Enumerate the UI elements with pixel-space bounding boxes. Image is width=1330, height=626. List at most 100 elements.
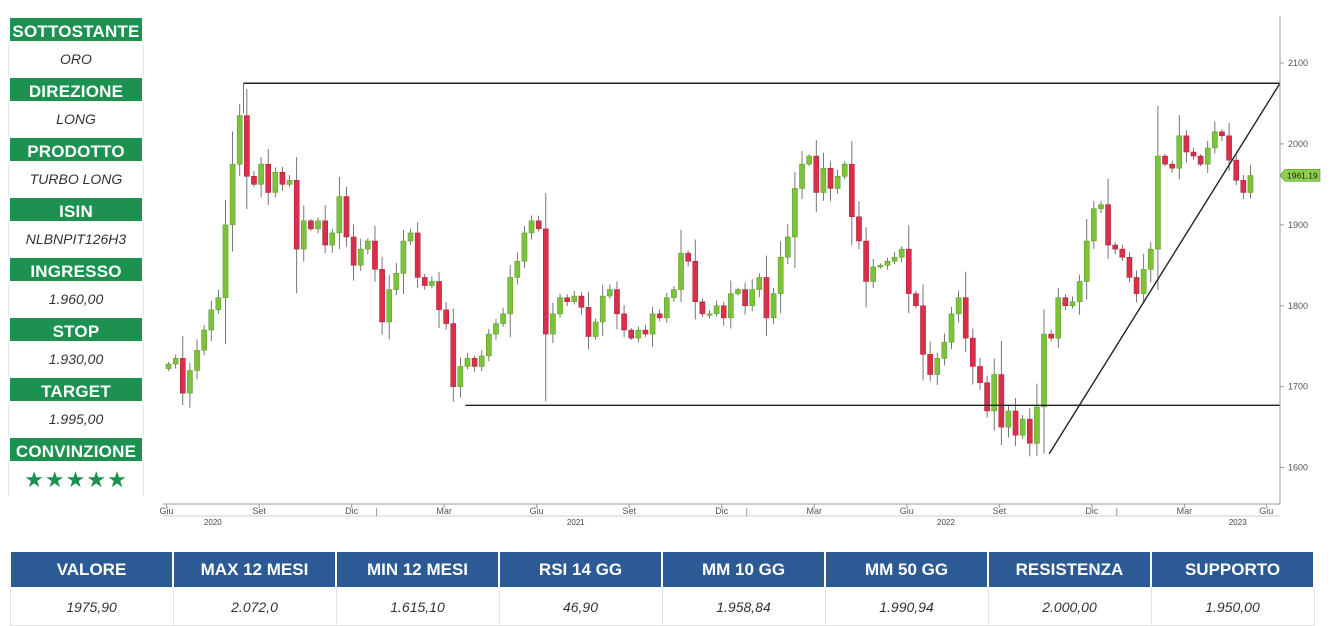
candle bbox=[749, 279, 756, 312]
candle bbox=[1041, 309, 1047, 454]
candle-body bbox=[792, 188, 798, 238]
candle-body bbox=[457, 366, 464, 387]
candle bbox=[991, 358, 998, 431]
candle bbox=[834, 169, 841, 194]
x-tick-label: Giu bbox=[160, 506, 174, 516]
candle bbox=[229, 131, 236, 252]
candle-body bbox=[1190, 151, 1197, 157]
candle bbox=[179, 336, 186, 405]
candle-body bbox=[450, 323, 457, 387]
candle bbox=[856, 201, 862, 250]
candle bbox=[365, 238, 371, 255]
candle-body bbox=[514, 261, 521, 278]
candle bbox=[820, 152, 827, 201]
val-resistenza: 2.000,00 bbox=[987, 588, 1152, 626]
candle-body bbox=[421, 277, 428, 286]
candle bbox=[1026, 408, 1033, 457]
candle bbox=[1034, 383, 1040, 456]
candle bbox=[500, 307, 506, 327]
candle-body bbox=[749, 289, 756, 307]
candle bbox=[414, 222, 421, 289]
year-label: 2022 bbox=[937, 518, 955, 526]
candle bbox=[599, 284, 606, 336]
candle-body bbox=[1105, 204, 1111, 246]
candle-body bbox=[756, 277, 763, 290]
candle-body bbox=[1076, 281, 1083, 302]
candle-body bbox=[799, 163, 805, 189]
candle-body bbox=[913, 293, 919, 307]
candle bbox=[813, 140, 820, 213]
x-tick-label: Dic bbox=[1085, 506, 1098, 516]
candle-body bbox=[849, 163, 855, 217]
candle bbox=[1212, 121, 1218, 154]
candle-body bbox=[486, 333, 492, 357]
candle bbox=[1247, 164, 1254, 199]
x-tick-label: Mar bbox=[807, 506, 823, 516]
candle-body bbox=[1005, 410, 1012, 428]
candle-body bbox=[884, 261, 891, 266]
candle bbox=[891, 252, 898, 265]
candle bbox=[521, 226, 528, 269]
candle-body bbox=[607, 289, 613, 297]
candle-body bbox=[322, 220, 328, 246]
stats-value-row: 1975,90 2.072,0 1.615,10 46,90 1.958,84 … bbox=[9, 588, 1315, 626]
candle bbox=[194, 339, 200, 380]
candle bbox=[806, 154, 812, 167]
candle-body bbox=[272, 171, 279, 193]
candle bbox=[251, 171, 257, 188]
candle-body bbox=[1219, 131, 1225, 137]
candle-body bbox=[841, 163, 848, 177]
candle bbox=[165, 362, 172, 371]
col-mm-50: MM 50 GG bbox=[824, 550, 989, 589]
candle-body bbox=[471, 358, 478, 367]
candle-body bbox=[165, 363, 172, 370]
candle bbox=[578, 292, 585, 315]
candle-body bbox=[1233, 159, 1240, 181]
candle bbox=[478, 350, 485, 372]
candle-body bbox=[343, 196, 350, 238]
candle bbox=[1091, 200, 1097, 249]
candle bbox=[1140, 253, 1147, 302]
candle bbox=[799, 151, 805, 200]
candle-body bbox=[478, 355, 485, 367]
candle-body bbox=[856, 216, 862, 242]
candle bbox=[984, 375, 990, 418]
candle-body bbox=[528, 220, 535, 234]
candle-body bbox=[414, 232, 421, 278]
candle-body bbox=[863, 240, 869, 282]
candle bbox=[528, 215, 535, 240]
candle bbox=[514, 252, 521, 285]
candle-body bbox=[1048, 333, 1054, 339]
candle-body bbox=[557, 297, 563, 315]
candle bbox=[1062, 294, 1069, 311]
candle-body bbox=[1140, 269, 1147, 294]
x-tick-label: Mar bbox=[436, 506, 452, 516]
val-rsi-14: 46,90 bbox=[498, 588, 663, 626]
candle bbox=[1169, 160, 1175, 173]
product-label: PRODOTTO bbox=[8, 136, 144, 163]
candle-body bbox=[258, 163, 264, 185]
x-tick-label: Dic bbox=[715, 506, 728, 516]
gold-price-chart: 2100 2000 1900 1800 1700 1600 1961.19 Giu Set Di… bbox=[150, 12, 1322, 526]
candle bbox=[1190, 147, 1197, 160]
candle-body bbox=[820, 167, 827, 193]
candle bbox=[870, 259, 877, 288]
candle bbox=[585, 291, 592, 350]
candle-body bbox=[308, 220, 314, 230]
candle-body bbox=[1055, 297, 1062, 339]
product-value: TURBO LONG bbox=[8, 163, 144, 196]
val-max-12m: 2.072,0 bbox=[172, 588, 337, 626]
candle bbox=[1147, 242, 1154, 283]
candle-body bbox=[386, 289, 393, 323]
candle bbox=[671, 286, 677, 303]
candle-body bbox=[300, 220, 307, 250]
candle-body bbox=[1012, 410, 1019, 436]
last-price-label: 1961.19 bbox=[1287, 170, 1318, 180]
candle-body bbox=[663, 297, 670, 319]
candle bbox=[1069, 296, 1076, 309]
candle-body bbox=[194, 350, 200, 371]
candle bbox=[699, 298, 706, 317]
candle bbox=[1226, 122, 1232, 171]
val-supporto: 1.950,00 bbox=[1150, 588, 1315, 626]
x-tick-label: Mar bbox=[1177, 506, 1193, 516]
